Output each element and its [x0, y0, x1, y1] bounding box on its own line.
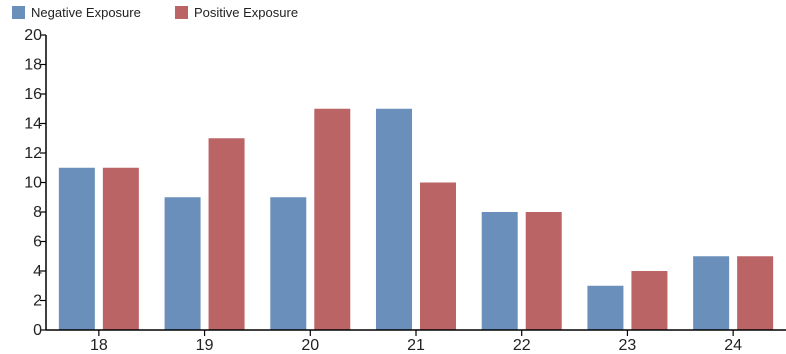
bar-negative-21	[376, 108, 412, 330]
legend: Negative Exposure Positive Exposure	[12, 5, 298, 20]
bars	[58, 108, 774, 330]
bar-positive-24	[737, 256, 774, 330]
bar-negative-22	[481, 212, 518, 330]
legend-label-0: Negative Exposure	[31, 5, 141, 20]
x-tick-label: 23	[619, 337, 637, 354]
bar-positive-18	[102, 167, 139, 330]
x-tick-label: 19	[196, 337, 214, 354]
bar-positive-23	[631, 271, 668, 330]
bar-positive-21	[420, 182, 456, 330]
y-tick-label: 12	[24, 145, 42, 162]
y-tick-label: 6	[33, 234, 42, 251]
y-tick-label: 2	[33, 293, 42, 310]
x-tick-label: 21	[407, 337, 425, 354]
x-tick-label: 22	[513, 337, 531, 354]
legend-swatch-0	[12, 6, 25, 19]
y-tick-label: 16	[24, 86, 42, 103]
y-tick-label: 10	[24, 175, 42, 192]
y-tick-label: 20	[24, 27, 42, 44]
y-tick-label: 18	[24, 57, 42, 74]
bar-positive-19	[208, 138, 245, 330]
y-tick-label: 0	[33, 322, 42, 339]
legend-swatch-1	[175, 6, 188, 19]
x-tick-label: 20	[301, 337, 319, 354]
bar-negative-23	[587, 285, 624, 330]
bar-positive-20	[314, 108, 351, 330]
bar-positive-22	[525, 212, 562, 330]
x-tick-label: 24	[724, 337, 742, 354]
legend-label-1: Positive Exposure	[194, 5, 298, 20]
y-tick-label: 8	[33, 204, 42, 221]
x-axis: 18 19 20 21 22 23 24	[46, 329, 786, 354]
bar-negative-18	[58, 167, 95, 330]
bar-negative-24	[693, 256, 730, 330]
y-tick-label: 14	[24, 116, 42, 133]
bar-negative-20	[270, 197, 307, 330]
bar-negative-19	[164, 197, 201, 330]
y-axis: 0 2 4 6 8 10 12 14 16 18 20	[24, 27, 47, 339]
x-tick-label: 18	[90, 337, 108, 354]
y-tick-label: 4	[33, 263, 42, 280]
